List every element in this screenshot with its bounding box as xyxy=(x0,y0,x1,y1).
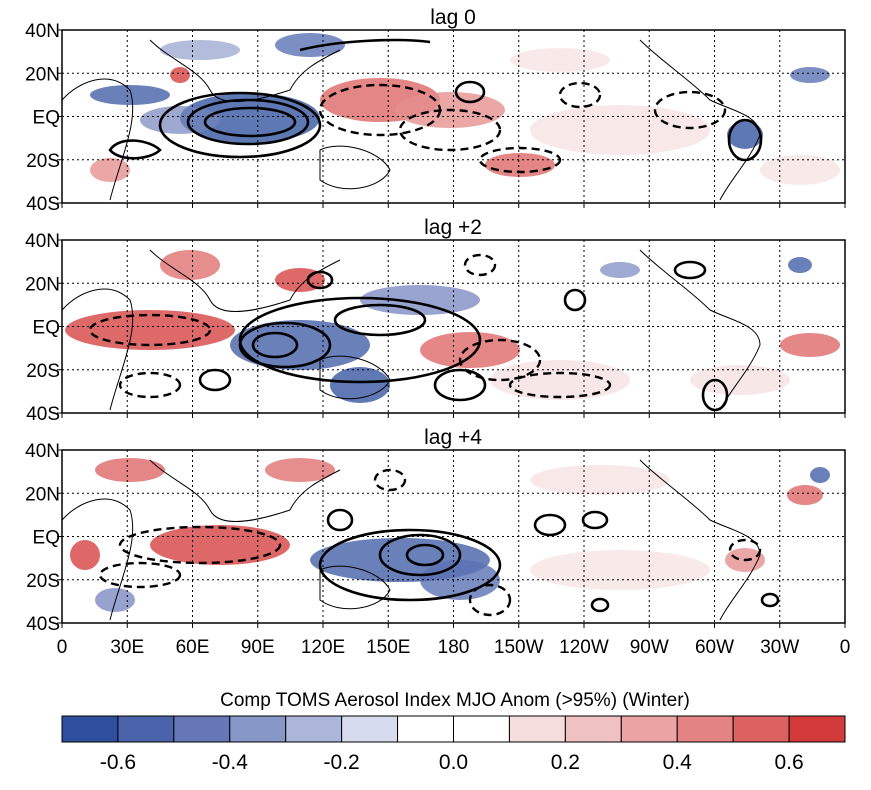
colorbar-tick-label: 0.0 xyxy=(439,751,468,774)
y-tick-label: 20N xyxy=(25,484,60,505)
y-tick-label: EQ xyxy=(33,528,60,549)
colorbar-tick-label: -0.6 xyxy=(100,751,136,774)
colorbar-swatch xyxy=(229,715,287,743)
colorbar-swatch xyxy=(397,715,455,743)
y-tick-label: EQ xyxy=(33,318,60,339)
colorbar-swatch xyxy=(173,715,231,743)
colorbar-swatch xyxy=(732,715,790,743)
colorbar-swatch xyxy=(564,715,622,743)
y-tick-label: 20N xyxy=(25,64,60,85)
y-tick-label: 40S xyxy=(26,404,60,425)
x-tick-label: 0 xyxy=(840,637,851,658)
colorbar-tick-labels: -0.6 -0.4 -0.2 0.0 0.2 0.4 0.6 xyxy=(100,751,804,774)
x-tick-label: 60E xyxy=(176,637,210,658)
y-tick-label: 20N xyxy=(25,274,60,295)
dashed-contours xyxy=(98,468,762,617)
x-tick-label: 90E xyxy=(241,637,275,658)
colorbar-tick-label: -0.2 xyxy=(324,751,360,774)
x-tick-label: 60W xyxy=(695,637,734,658)
colorbar-swatch xyxy=(285,715,343,743)
colorbar xyxy=(61,715,846,743)
colorbar-swatch xyxy=(117,715,175,743)
dashed-contours xyxy=(88,253,612,399)
colorbar-title: Comp TOMS Aerosol Index MJO Anom (>95%) … xyxy=(220,690,690,711)
panel-title: lag +2 xyxy=(424,216,482,239)
y-tick-label: 40N xyxy=(25,231,60,252)
colorbar-tick-label: 0.6 xyxy=(774,751,803,774)
colorbar-swatch xyxy=(620,715,678,743)
x-tick-label: 120W xyxy=(559,637,609,658)
panel-title: lag +4 xyxy=(424,426,482,449)
colorbar-swatch xyxy=(341,715,399,743)
x-tick-label: 150E xyxy=(366,637,410,658)
x-tick-label: 90W xyxy=(630,637,669,658)
colorbar-swatch xyxy=(61,715,119,743)
y-tick-label: 40N xyxy=(25,441,60,462)
panel-title: lag 0 xyxy=(430,6,476,29)
x-tick-label: 150W xyxy=(494,637,544,658)
y-tick-label: 40S xyxy=(26,614,60,635)
colorbar-tick-label: 0.4 xyxy=(663,751,693,774)
colorbar-tick-label: 0.2 xyxy=(551,751,580,774)
y-tick-label: 40N xyxy=(25,21,60,42)
x-tick-labels: 0 30E 60E 90E 120E 150E 180 150W 120W 90W 60W 30W 0 xyxy=(57,637,851,658)
colorbar-swatch xyxy=(508,715,566,743)
x-tick-label: 0 xyxy=(57,637,68,658)
solid-contours xyxy=(108,38,763,162)
y-tick-label: 20S xyxy=(26,151,60,172)
coastlines xyxy=(62,39,761,201)
x-tick-label: 120E xyxy=(301,637,345,658)
x-tick-label: 30E xyxy=(110,637,144,658)
coastlines xyxy=(62,459,761,621)
dashed-contours xyxy=(318,81,727,174)
colorbar-swatch xyxy=(453,715,510,743)
colorbar-swatch xyxy=(788,715,846,743)
colorbar-tick-label: -0.4 xyxy=(212,751,249,774)
solid-contours xyxy=(318,508,780,613)
x-tick-label: 30W xyxy=(760,637,799,658)
gridlines xyxy=(57,29,846,628)
x-tick-label: 180 xyxy=(438,637,470,658)
y-tick-label: EQ xyxy=(33,108,60,129)
y-tick-label: 20S xyxy=(26,361,60,382)
coastlines xyxy=(62,249,761,411)
y-tick-labels: 40N 20N EQ 20S 40S 40N 20N EQ 20S 40S 40N 20N EQ 20S 4… xyxy=(25,21,60,635)
colorbar-swatch xyxy=(676,715,734,743)
y-tick-label: 40S xyxy=(26,194,60,215)
y-tick-label: 20S xyxy=(26,571,60,592)
